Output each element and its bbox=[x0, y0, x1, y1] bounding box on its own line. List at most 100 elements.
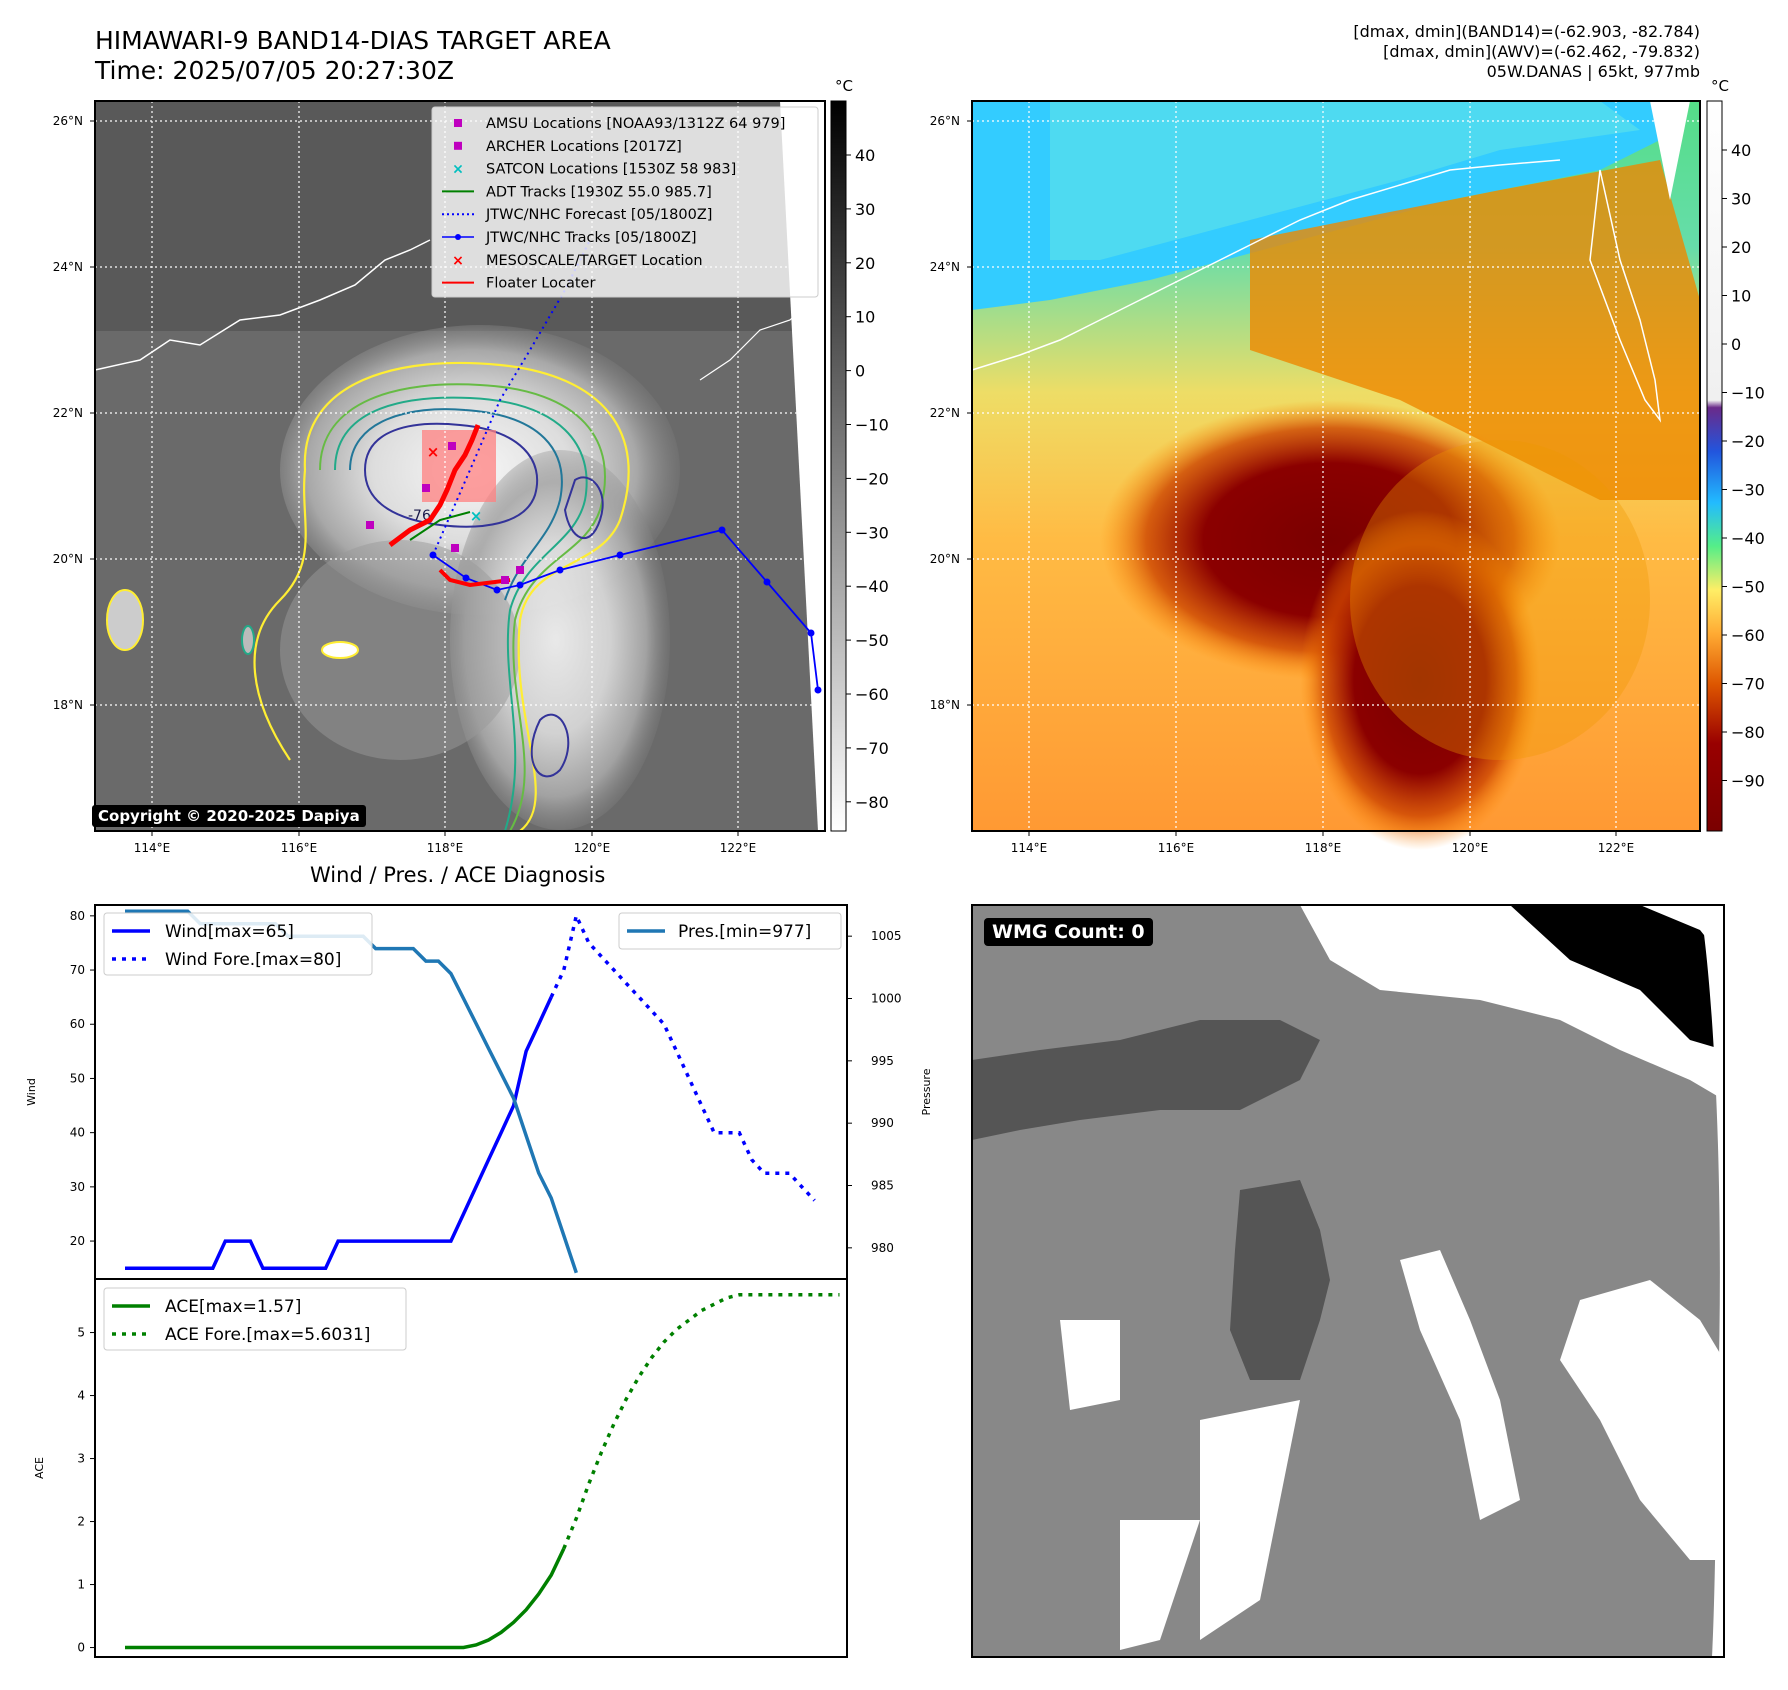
colorbar-tick-label: −70 bbox=[1731, 675, 1765, 694]
legend-label: MESOSCALE/TARGET Location bbox=[486, 253, 703, 269]
wind-legend: Wind[max=65] Wind Fore.[max=80] Pres.[min=… bbox=[103, 912, 842, 976]
wind-legend-box bbox=[103, 912, 373, 976]
lat-tick-label: 22°N bbox=[930, 406, 960, 420]
colorbar-tick-label: −40 bbox=[1731, 529, 1765, 548]
dmax-band14: [dmax, dmin](BAND14)=(-62.903, -82.784) bbox=[1353, 22, 1700, 41]
colorbar-tick-label: −60 bbox=[855, 685, 889, 704]
ace-legend-box bbox=[103, 1287, 407, 1351]
colorbar-tick-label: −20 bbox=[855, 469, 889, 488]
lat-tick-label: 20°N bbox=[930, 552, 960, 566]
colorbar-tick-label: 10 bbox=[855, 308, 875, 327]
lat-tick-label: 18°N bbox=[930, 698, 960, 712]
legend-marker: × bbox=[452, 162, 464, 178]
legend-box bbox=[431, 106, 819, 298]
legend-label: AMSU Locations [NOAA93/1312Z 64 979] bbox=[486, 116, 785, 132]
legend-marker bbox=[454, 119, 462, 127]
colorbar-tick-label: 30 bbox=[855, 200, 875, 219]
lon-tick-label: 116°E bbox=[1158, 841, 1195, 855]
colorbar-tick-label: 30 bbox=[1731, 190, 1751, 209]
jtwc-track-point bbox=[807, 629, 815, 637]
track-overlays: ×× bbox=[366, 239, 822, 694]
lat-tick-label: 26°N bbox=[53, 114, 83, 128]
wind-ytick-label: 50 bbox=[70, 1071, 85, 1085]
amsu-archer-marker bbox=[448, 442, 456, 450]
ace-legend-label: ACE[max=1.57] bbox=[165, 1297, 301, 1317]
copyright-badge: Copyright © 2020-2025 Dapiya bbox=[92, 805, 366, 827]
taiwan-coastline bbox=[1589, 169, 1662, 423]
amsu-archer-marker bbox=[501, 576, 509, 584]
contour-yellow bbox=[253, 361, 630, 832]
legend-marker bbox=[455, 234, 461, 240]
amsu-archer-marker bbox=[451, 544, 459, 552]
pressure-ytick-label: 980 bbox=[871, 1241, 894, 1255]
colorbar-tick-label: 0 bbox=[855, 362, 865, 381]
lat-tick-label: 24°N bbox=[53, 260, 83, 274]
ace-ytick-label: 0 bbox=[77, 1641, 85, 1655]
colorbar bbox=[830, 100, 847, 832]
colorbar-tick-label: −20 bbox=[1731, 432, 1765, 451]
lon-tick-label: 122°E bbox=[720, 841, 757, 855]
jtwc-forecast-line bbox=[432, 239, 591, 556]
lat-tick-label: 20°N bbox=[53, 552, 83, 566]
pressure-ytick-label: 995 bbox=[871, 1054, 894, 1068]
coastline bbox=[94, 239, 431, 371]
jtwc-track-point bbox=[556, 566, 564, 574]
colorbar-unit: °C bbox=[1711, 77, 1729, 95]
wind-ytick-label: 80 bbox=[70, 909, 85, 923]
wind-ytick-label: 20 bbox=[70, 1234, 85, 1248]
colorbar-tick-label: −50 bbox=[1731, 578, 1765, 597]
pressure-ytick-label: 1005 bbox=[871, 929, 902, 943]
map-frame bbox=[971, 100, 1701, 832]
wind-legend-label: Wind[max=65] bbox=[165, 922, 294, 942]
pressure-ytick-label: 985 bbox=[871, 1179, 894, 1193]
colorbar-unit: °C bbox=[835, 77, 853, 95]
ace-ytick-label: 3 bbox=[77, 1452, 85, 1466]
pressure-legend-label: Pres.[min=977] bbox=[678, 922, 811, 942]
jtwc-track-point bbox=[616, 551, 624, 559]
jtwc-track-point bbox=[493, 586, 501, 594]
colorbar-tick-label: −40 bbox=[855, 577, 889, 596]
colorbar-tick-label: 40 bbox=[1731, 141, 1751, 160]
colorbar-tick-label: 20 bbox=[855, 254, 875, 273]
lon-tick-label: 114°E bbox=[134, 841, 171, 855]
jtwc-track-point bbox=[516, 581, 524, 589]
colorbar-tick-label: 40 bbox=[855, 146, 875, 165]
lon-tick-label: 122°E bbox=[1598, 841, 1635, 855]
legend-label: JTWC/NHC Tracks [05/1800Z] bbox=[485, 230, 697, 246]
satcon-marker: × bbox=[470, 507, 483, 525]
wind-ylabel: Wind bbox=[25, 1078, 38, 1106]
pressure-legend-box bbox=[618, 912, 842, 950]
legend-label: Floater Locater bbox=[486, 276, 595, 292]
lon-tick-label: 120°E bbox=[574, 841, 611, 855]
ace-legend: ACE[max=1.57] ACE Fore.[max=5.6031] bbox=[103, 1287, 407, 1351]
legend-marker: × bbox=[452, 253, 464, 269]
wmg-count-badge: WMG Count: 0 bbox=[984, 918, 1153, 946]
jtwc-track-point bbox=[814, 686, 822, 694]
lat-tick-label: 26°N bbox=[930, 114, 960, 128]
ace-ytick-label: 1 bbox=[77, 1578, 85, 1592]
dmax-awv: [dmax, dmin](AWV)=(-62.462, -79.832) bbox=[1383, 42, 1700, 61]
legend-label: SATCON Locations [1530Z 58 983] bbox=[486, 162, 736, 178]
legend-marker bbox=[454, 141, 462, 150]
ace-ytick-label: 4 bbox=[77, 1389, 85, 1403]
colorbar-tick-label: 0 bbox=[1731, 335, 1741, 354]
figure-title: HIMAWARI-9 BAND14-DIAS TARGET AREA bbox=[95, 26, 611, 55]
colorbar bbox=[1706, 100, 1723, 832]
wind-ytick-label: 60 bbox=[70, 1017, 85, 1031]
awv-map-panel bbox=[971, 100, 1701, 850]
amsu-archer-marker bbox=[366, 521, 374, 529]
colorbar-tick-label: −70 bbox=[855, 739, 889, 758]
colorbar-tick-label: −30 bbox=[1731, 481, 1765, 500]
map-frame bbox=[94, 100, 826, 832]
storm-info: 05W.DANAS | 65kt, 977mb bbox=[1486, 62, 1700, 81]
wind-ytick-label: 70 bbox=[70, 963, 85, 977]
header-info: [dmax, dmin](BAND14)=(-62.903, -82.784) … bbox=[1353, 22, 1700, 82]
legend-label: ARCHER Locations [2017Z] bbox=[486, 139, 682, 155]
pressure-ytick-label: 1000 bbox=[871, 992, 902, 1006]
legend-label: JTWC/NHC Forecast [05/1800Z] bbox=[485, 207, 712, 223]
jtwc-track-point bbox=[462, 574, 470, 582]
diagnosis-title: Wind / Pres. / ACE Diagnosis bbox=[310, 863, 606, 887]
wind-ytick-label: 40 bbox=[70, 1126, 85, 1140]
colorbar-tick-label: −80 bbox=[855, 793, 889, 812]
